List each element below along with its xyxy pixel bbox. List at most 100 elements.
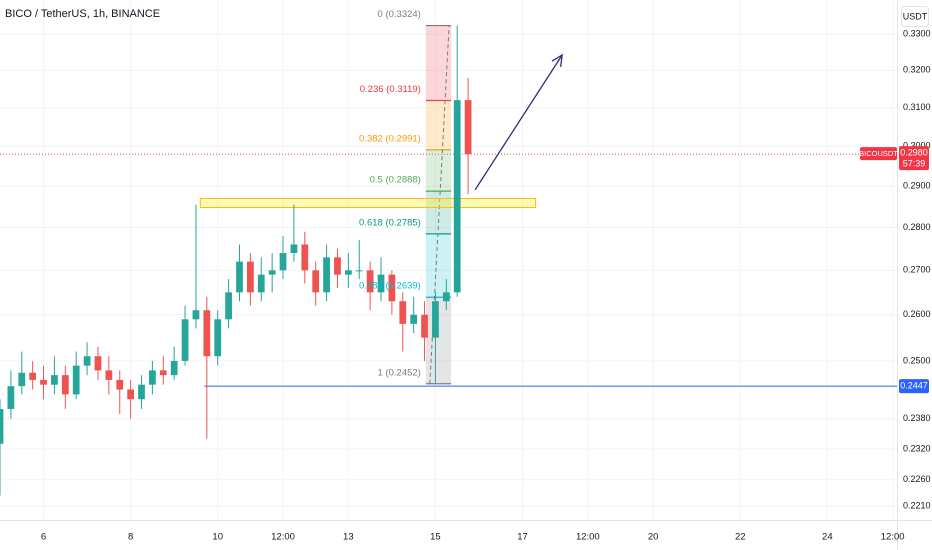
- y-tick-label: 0.2600: [903, 309, 931, 319]
- y-tick-label: 0.3000: [903, 141, 931, 151]
- x-tick-label: 8: [128, 532, 133, 543]
- symbol-label: BICOUSDT: [859, 149, 898, 158]
- candle-body: [268, 270, 276, 275]
- y-tick-label: 0.2210: [903, 500, 931, 510]
- candle-body: [149, 370, 156, 385]
- candle-body: [453, 100, 461, 293]
- candle-body: [257, 274, 265, 293]
- last-price-tag: [899, 146, 929, 171]
- y-tick-label: 0.2380: [903, 413, 931, 423]
- y-tick-label: 0.2700: [903, 265, 931, 275]
- candle-body: [40, 379, 47, 385]
- arrow-line: [474, 54, 563, 191]
- y-tick-label: 0.2500: [903, 355, 931, 365]
- candle-body: [225, 292, 232, 320]
- candle-body: [83, 356, 91, 366]
- candle-body: [301, 244, 309, 271]
- x-tick-label: 10: [212, 532, 223, 543]
- y-tick-label: 0.3200: [903, 65, 931, 75]
- candle-body: [7, 386, 15, 409]
- candle-body: [61, 375, 69, 395]
- candle-body: [247, 261, 254, 293]
- support-price-tag: [899, 379, 929, 394]
- x-tick-label: 12:00: [576, 532, 600, 543]
- candle-body: [312, 270, 320, 293]
- candle-body: [442, 292, 450, 302]
- candle-body: [203, 310, 211, 357]
- x-tick-label: 12:00: [881, 532, 905, 543]
- fib-label: 0.236 (0.3119): [360, 84, 421, 95]
- x-tick-label: 24: [822, 532, 833, 543]
- countdown-label: 57:39: [903, 159, 926, 169]
- candle-body: [192, 310, 200, 320]
- fib-label: 1 (0.2452): [378, 367, 421, 378]
- fib-label: 0.786 (0.2639): [359, 281, 421, 292]
- fib-label: 0 (0.3324): [378, 9, 421, 20]
- candle-body: [236, 261, 243, 293]
- x-tick-label: 6: [41, 532, 46, 543]
- y-tick-label: 0.2260: [903, 474, 931, 484]
- fib-label: 0.618 (0.2785): [359, 217, 421, 228]
- candle-body: [214, 319, 222, 357]
- candle-layer: [0, 25, 472, 496]
- y-tick-label: 0.3100: [903, 102, 931, 112]
- candle-body: [323, 257, 330, 293]
- candle-body: [170, 360, 178, 376]
- candle-body: [464, 100, 472, 155]
- candle-body: [399, 301, 407, 324]
- support-price-label: 0.2447: [900, 381, 928, 391]
- x-tick-label: 22: [735, 532, 746, 543]
- candle-body: [18, 372, 26, 387]
- candle-body: [159, 370, 167, 376]
- x-tick-label: 17: [517, 532, 528, 543]
- candle-body: [355, 270, 363, 272]
- zone-rectangle: [199, 197, 537, 209]
- x-tick-label: 20: [648, 532, 659, 543]
- chart-title: BICO / TetherUS, 1h, BINANCE: [5, 8, 160, 20]
- candle-body: [0, 408, 4, 444]
- y-tick-label: 0.3300: [903, 28, 931, 38]
- candle-body: [116, 379, 124, 390]
- arrow-head: [551, 53, 563, 67]
- candle-body: [181, 319, 189, 361]
- drawing-layer: [0, 24, 897, 387]
- candle-body: [72, 365, 80, 395]
- candle-body: [432, 301, 439, 338]
- fib-label: 0.5 (0.2888): [370, 175, 421, 186]
- candle-body: [94, 356, 102, 371]
- axis-layer: 0.3300 0.3200 0.3100 0.3000 0.2900 0.2800 0.27…: [41, 28, 931, 542]
- candle-body: [410, 314, 418, 324]
- candle-body: [377, 274, 385, 293]
- y-tick-label: 0.2320: [903, 443, 931, 453]
- candle-body: [344, 270, 352, 275]
- candle-body: [366, 270, 374, 293]
- candle-body: [421, 314, 428, 338]
- x-tick-label: 12:00: [271, 532, 295, 543]
- fib-zone: [425, 100, 452, 150]
- candle-body: [334, 257, 341, 275]
- candle-body: [388, 274, 396, 302]
- candle-body: [127, 389, 135, 400]
- fib-zone: [425, 25, 452, 101]
- candle-body: [105, 370, 113, 380]
- last-price-label: 0.2980: [900, 148, 928, 158]
- symbol-tag: [860, 147, 897, 161]
- label-layer: 0 (0.3324) 0.236 (0.3119) 0.382 (0.2991) 0.…: [359, 9, 563, 378]
- currency-button[interactable]: [901, 6, 929, 27]
- candle-body: [138, 384, 145, 400]
- fib-zone: [425, 233, 452, 298]
- y-tick-label: 0.2800: [903, 222, 931, 232]
- candle-body: [29, 372, 37, 380]
- y-tick-label: 0.2900: [903, 181, 931, 191]
- x-tick-label: 13: [343, 532, 354, 543]
- candle-body: [290, 244, 298, 254]
- fib-label: 0.382 (0.2991): [359, 133, 421, 144]
- x-tick-label: 15: [430, 532, 441, 543]
- currency-button-label[interactable]: USDT: [903, 11, 928, 21]
- fib-zone: [425, 149, 452, 192]
- candle-body: [51, 375, 58, 385]
- candle-body: [279, 253, 287, 271]
